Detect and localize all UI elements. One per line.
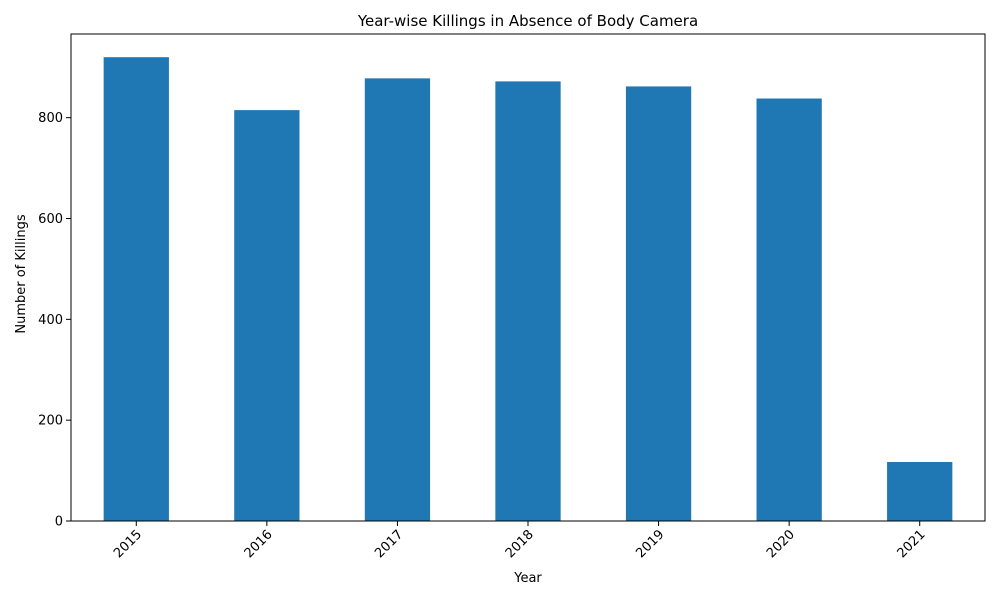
x-tick-label-2019: 2019 [633,527,667,561]
x-tick-label-2016: 2016 [242,527,276,561]
bar-2018 [495,81,561,522]
y-tick-label-200: 200 [38,414,63,429]
y-axis-title: Number of Killings [14,214,29,333]
y-tick-label-800: 800 [38,111,63,126]
x-tick-label-2015: 2015 [111,527,145,561]
x-tick-label-2020: 2020 [764,527,798,561]
bar-2021 [887,462,953,521]
y-tick-label-0: 0 [55,515,63,530]
bar-2019 [625,86,692,522]
bars-layer [103,57,953,522]
chart-title: Year-wise Killings in Absence of Body Ca… [357,12,698,30]
bar-2017 [364,78,431,522]
x-tick-label-2018: 2018 [503,527,537,561]
bar-2016 [234,110,300,522]
bar-2020 [756,98,822,521]
y-tick-label-400: 400 [38,313,63,328]
x-tick-label-2021: 2021 [895,527,929,561]
y-tick-label-600: 600 [38,212,63,227]
x-tick-label-2017: 2017 [372,527,406,561]
x-axis-title: Year [513,571,542,586]
bar-2015 [103,57,169,521]
